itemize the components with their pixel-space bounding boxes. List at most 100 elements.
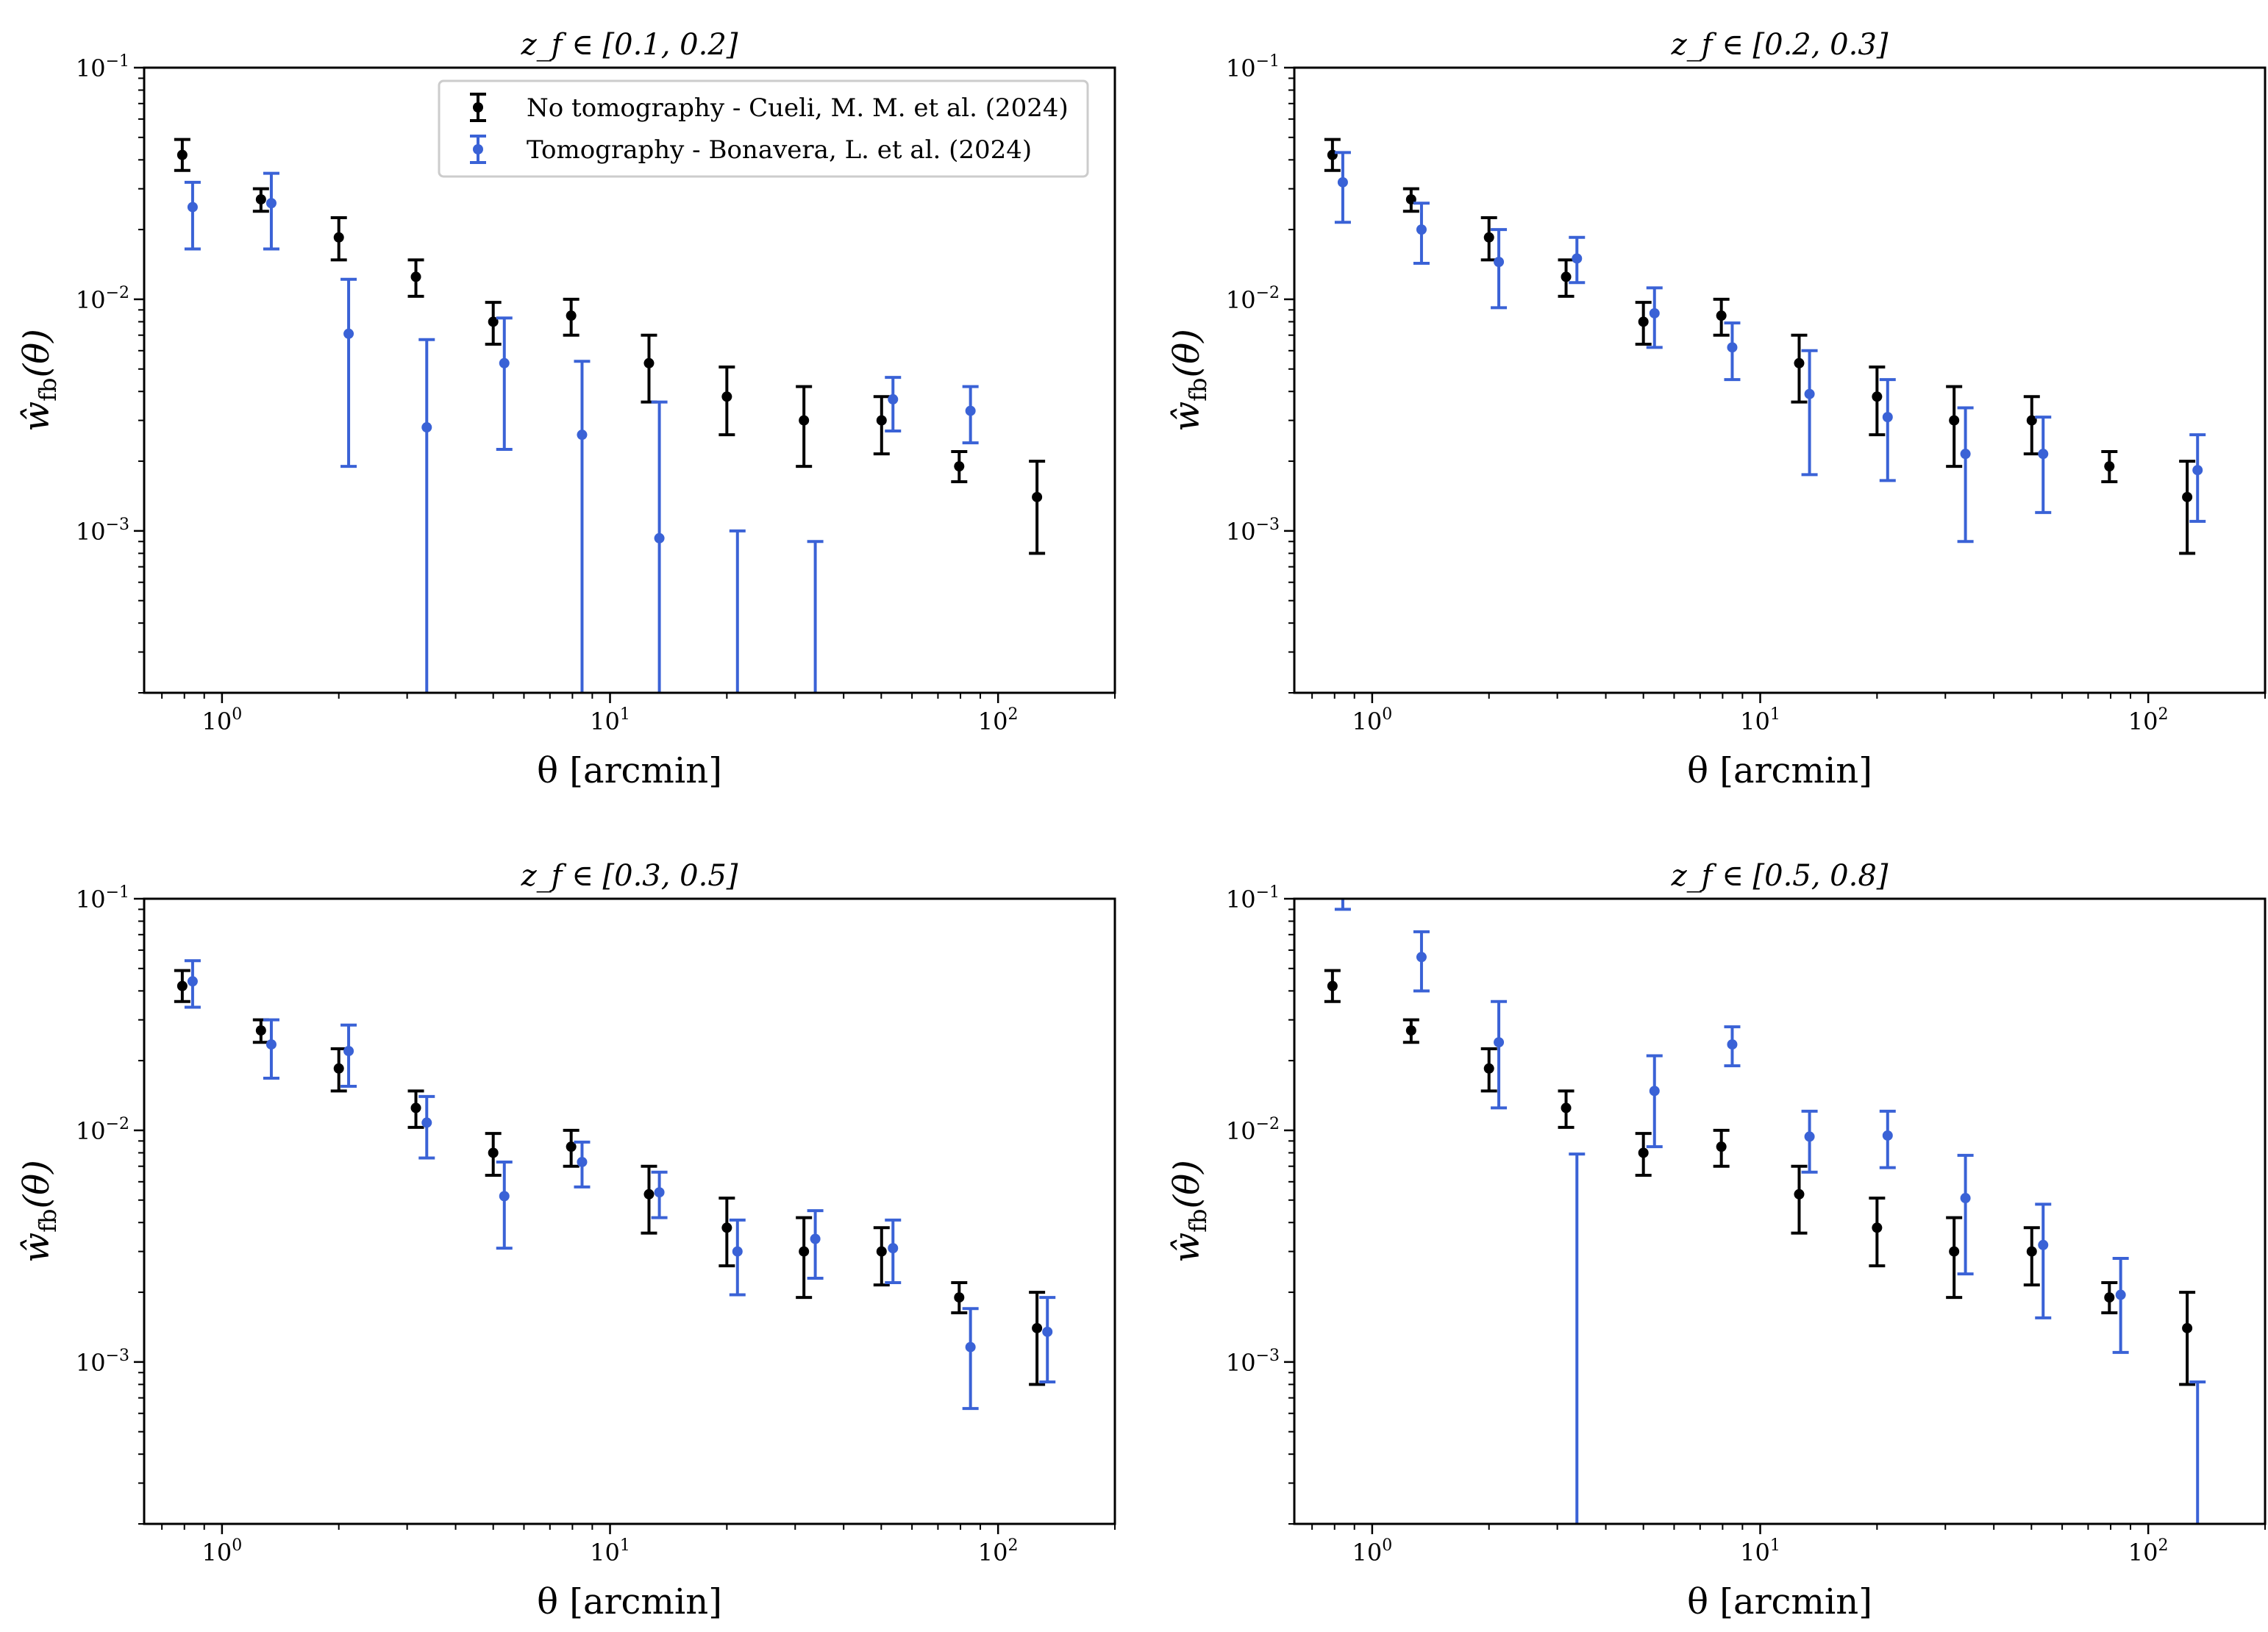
x-tick-label: 102 (978, 705, 1019, 735)
y-axis-label: ŵfb(θ) (16, 1160, 62, 1263)
x-axis-label: θ [arcmin] (537, 750, 722, 791)
x-tick-label: 101 (590, 705, 630, 735)
data-point (410, 271, 421, 282)
data-point (343, 328, 354, 339)
series-tomography (184, 171, 979, 693)
x-tick-label: 101 (1740, 1536, 1780, 1567)
data-point (1416, 224, 1427, 235)
x-axis-label: θ [arcmin] (1687, 1581, 1872, 1622)
data-point (1561, 1102, 1572, 1113)
data-point (2038, 449, 2049, 460)
series-no-tomography (1324, 138, 2196, 555)
data-point (1032, 491, 1043, 502)
data-point (643, 1189, 655, 1200)
data-point (654, 532, 665, 544)
data-point (1494, 1037, 1505, 1048)
legend-frame (438, 79, 1089, 178)
y-tick-label: 10−3 (76, 516, 129, 546)
x-axis-label: θ [arcmin] (537, 1581, 722, 1622)
data-point (810, 1233, 821, 1244)
data-point (799, 415, 810, 426)
x-tick-label: 100 (202, 1536, 243, 1567)
x-tick-label: 102 (978, 1536, 1019, 1567)
data-point (1804, 1131, 1815, 1142)
x-tick-label: 101 (1740, 705, 1780, 735)
data-point (1882, 1130, 1893, 1141)
data-point (1337, 177, 1348, 188)
data-point (1794, 1189, 1805, 1200)
data-point (488, 1147, 499, 1158)
data-point (2192, 465, 2203, 476)
data-point (2026, 1246, 2037, 1257)
data-point (421, 422, 432, 433)
chart-panel-4: z_f ∈ [0.5, 0.8] 100 101 102 10−1 10−2 10−3 θ [… (1166, 859, 2267, 1622)
data-point (2038, 1239, 2049, 1250)
data-point (187, 202, 198, 213)
y-tick-label: 10−1 (1226, 52, 1280, 82)
data-point (2104, 461, 2115, 472)
data-point (1483, 232, 1494, 243)
x-tick-label: 102 (2128, 705, 2169, 735)
data-point (1561, 271, 1572, 282)
y-tick-label: 10−2 (76, 284, 129, 314)
legend-entry-no-tomography: No tomography - Cueli, M. M. et al. (202… (470, 93, 1069, 123)
legend: No tomography - Cueli, M. M. et al. (202… (438, 79, 1089, 178)
legend-label-no-tomography: No tomography - Cueli, M. M. et al. (202… (527, 93, 1069, 123)
data-point (1960, 449, 1971, 460)
legend-marker-icon (473, 102, 483, 113)
data-point (2182, 491, 2193, 502)
y-tick-label: 10−2 (1226, 1115, 1280, 1145)
legend-label-tomography: Tomography - Bonavera, L. et al. (2024) (527, 135, 1032, 165)
plot-frame (1293, 897, 2267, 1525)
data-point (732, 1246, 743, 1257)
data-point (1416, 952, 1427, 963)
data-point (421, 1117, 432, 1128)
data-point (265, 1039, 277, 1050)
data-point (1638, 316, 1649, 327)
panels: z_f ∈ [0.1, 0.2] 100 101 102 10−1 10−2 10−3 θ [… (16, 28, 2267, 1622)
data-point (1949, 1246, 1960, 1257)
y-axis-label: ŵfb(θ) (16, 329, 62, 432)
data-point (499, 357, 510, 368)
y-tick-label: 10−1 (1226, 883, 1280, 913)
data-point (1638, 1147, 1649, 1158)
data-point (1042, 1326, 1053, 1337)
plot-frame (1293, 66, 2267, 694)
y-tick-label: 10−1 (76, 52, 129, 82)
panel-title: z_f ∈ [0.3, 0.5] (521, 859, 738, 893)
data-point (187, 976, 198, 987)
data-point (2182, 1322, 2193, 1333)
data-point (265, 198, 277, 209)
data-point (176, 980, 188, 991)
data-point (965, 405, 976, 416)
data-point (1032, 1322, 1043, 1333)
x-tick-label: 100 (1352, 1536, 1393, 1567)
y-tick-label: 10−3 (1226, 1347, 1280, 1377)
series-no-tomography (1324, 969, 2196, 1386)
data-point (2115, 1289, 2126, 1300)
data-point (1405, 1025, 1416, 1036)
data-point (965, 1341, 976, 1353)
x-tick-label: 100 (202, 705, 243, 735)
legend-entry-tomography: Tomography - Bonavera, L. et al. (2024) (470, 135, 1032, 165)
y-tick-label: 10−3 (1226, 516, 1280, 546)
data-point (888, 393, 899, 405)
data-point (333, 1063, 344, 1074)
chart-panel-1: z_f ∈ [0.1, 0.2] 100 101 102 10−1 10−2 10−3 θ [… (16, 28, 1116, 791)
data-point (1716, 310, 1727, 321)
x-tick-label: 100 (1352, 705, 1393, 735)
data-point (799, 1246, 810, 1257)
data-point (1949, 415, 1960, 426)
data-point (577, 1156, 588, 1167)
data-point (1794, 357, 1805, 368)
data-point (1494, 257, 1505, 268)
series-tomography (184, 959, 1056, 1411)
panel-title: z_f ∈ [0.5, 0.8] (1671, 859, 1889, 893)
data-point (343, 1046, 354, 1057)
data-point (1872, 391, 1883, 402)
panel-title: z_f ∈ [0.2, 0.3] (1671, 28, 1889, 62)
data-point (1572, 253, 1583, 264)
series-tomography (1334, 899, 2206, 1524)
